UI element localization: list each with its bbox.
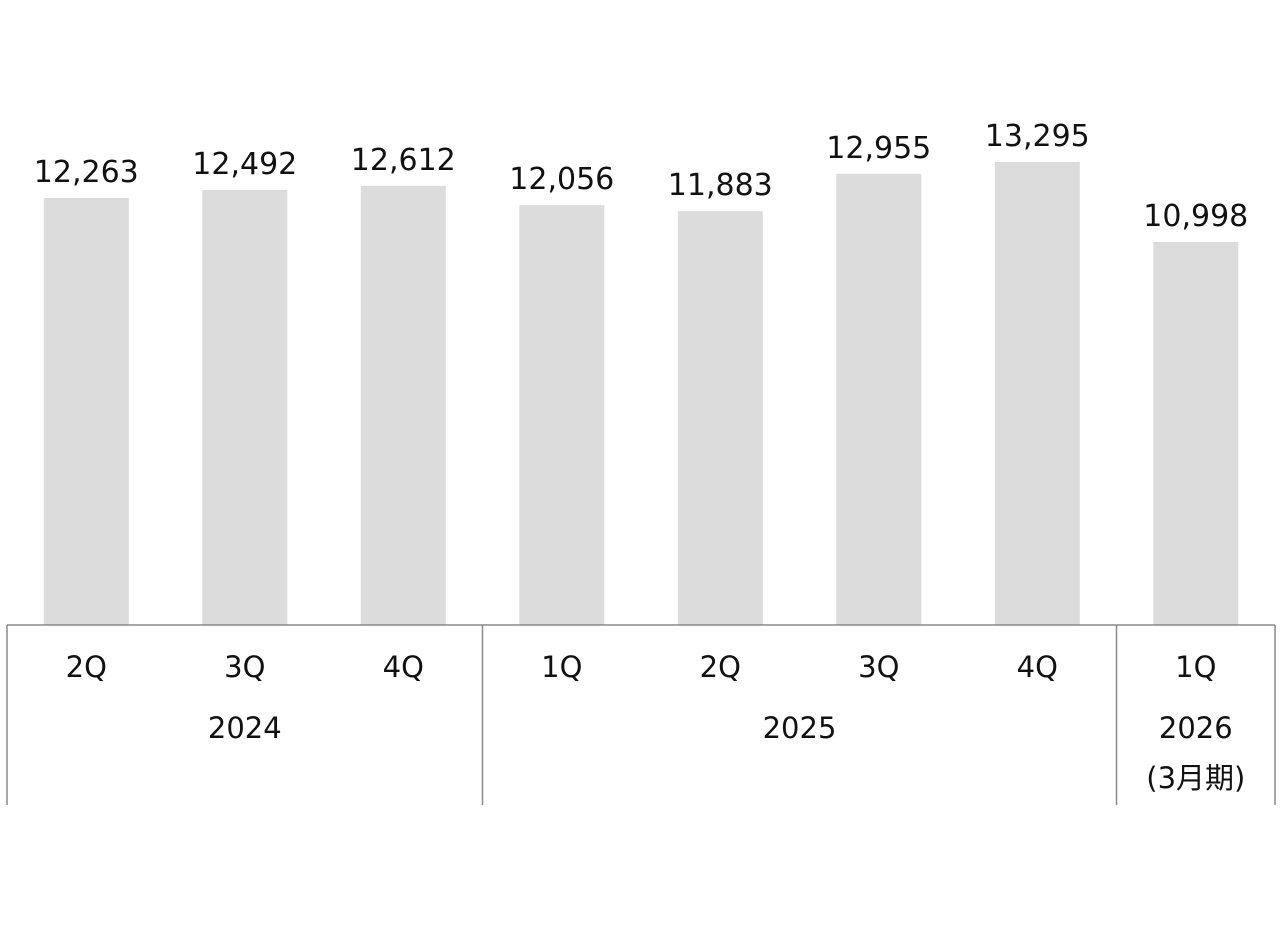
bar-6 (994, 162, 1080, 625)
group-label-1: 2025 (763, 711, 837, 745)
category-label-7: 1Q (1175, 650, 1216, 684)
data-label-5: 12,955 (826, 131, 931, 166)
data-label-4: 11,883 (668, 168, 773, 203)
bar-4 (677, 211, 763, 625)
group-label-0: 2024 (208, 711, 282, 745)
data-label-6: 13,295 (985, 119, 1090, 154)
bar-0 (43, 197, 129, 625)
bar-3 (519, 205, 605, 625)
bar-2 (360, 185, 446, 626)
data-label-3: 12,056 (509, 162, 614, 197)
bar-1 (202, 190, 288, 625)
data-label-7: 10,998 (1143, 199, 1248, 234)
data-label-2: 12,612 (351, 143, 456, 178)
category-label-0: 2Q (66, 650, 107, 684)
group-label-2: 2026 (1159, 711, 1233, 745)
category-label-3: 1Q (541, 650, 582, 684)
bar-7 (1153, 242, 1239, 625)
category-label-4: 2Q (700, 650, 741, 684)
category-label-1: 3Q (224, 650, 265, 684)
category-label-2: 4Q (383, 650, 424, 684)
data-label-0: 12,263 (34, 155, 139, 190)
category-label-6: 4Q (1017, 650, 1058, 684)
data-label-1: 12,492 (192, 147, 297, 182)
group-sublabel-2: (3月期) (1146, 761, 1245, 795)
category-label-5: 3Q (858, 650, 899, 684)
bar-5 (836, 173, 922, 626)
